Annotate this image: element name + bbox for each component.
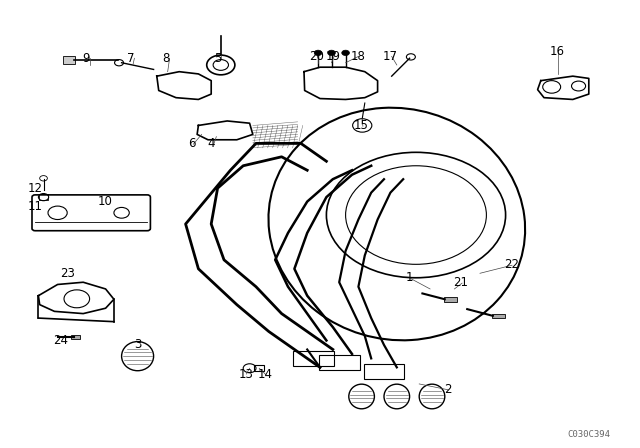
- Circle shape: [328, 50, 335, 56]
- Text: 3: 3: [134, 338, 141, 352]
- Text: 8: 8: [163, 52, 170, 65]
- Text: 15: 15: [354, 119, 369, 132]
- Text: 13: 13: [239, 367, 254, 381]
- Text: 22: 22: [504, 258, 520, 271]
- Text: 23: 23: [60, 267, 75, 280]
- Text: 14: 14: [258, 367, 273, 381]
- Text: 4: 4: [207, 137, 215, 150]
- Text: 19: 19: [325, 49, 340, 63]
- Text: 11: 11: [28, 199, 43, 213]
- Text: 24: 24: [53, 334, 68, 347]
- FancyBboxPatch shape: [63, 56, 75, 64]
- Text: 1: 1: [406, 271, 413, 284]
- Text: 12: 12: [28, 181, 43, 195]
- Text: 9: 9: [83, 52, 90, 65]
- Circle shape: [314, 50, 322, 56]
- Text: 17: 17: [383, 49, 398, 63]
- Text: 20: 20: [309, 49, 324, 63]
- FancyBboxPatch shape: [71, 335, 80, 339]
- Text: C030C394: C030C394: [567, 430, 611, 439]
- Text: 7: 7: [127, 52, 135, 65]
- Circle shape: [342, 50, 349, 56]
- Text: 5: 5: [214, 52, 221, 65]
- Text: 16: 16: [549, 45, 564, 58]
- Text: 10: 10: [98, 195, 113, 208]
- FancyBboxPatch shape: [444, 297, 457, 302]
- Text: 21: 21: [453, 276, 468, 289]
- FancyBboxPatch shape: [492, 314, 505, 318]
- Text: 2: 2: [444, 383, 452, 396]
- Text: 6: 6: [188, 137, 196, 150]
- Text: 18: 18: [351, 49, 366, 63]
